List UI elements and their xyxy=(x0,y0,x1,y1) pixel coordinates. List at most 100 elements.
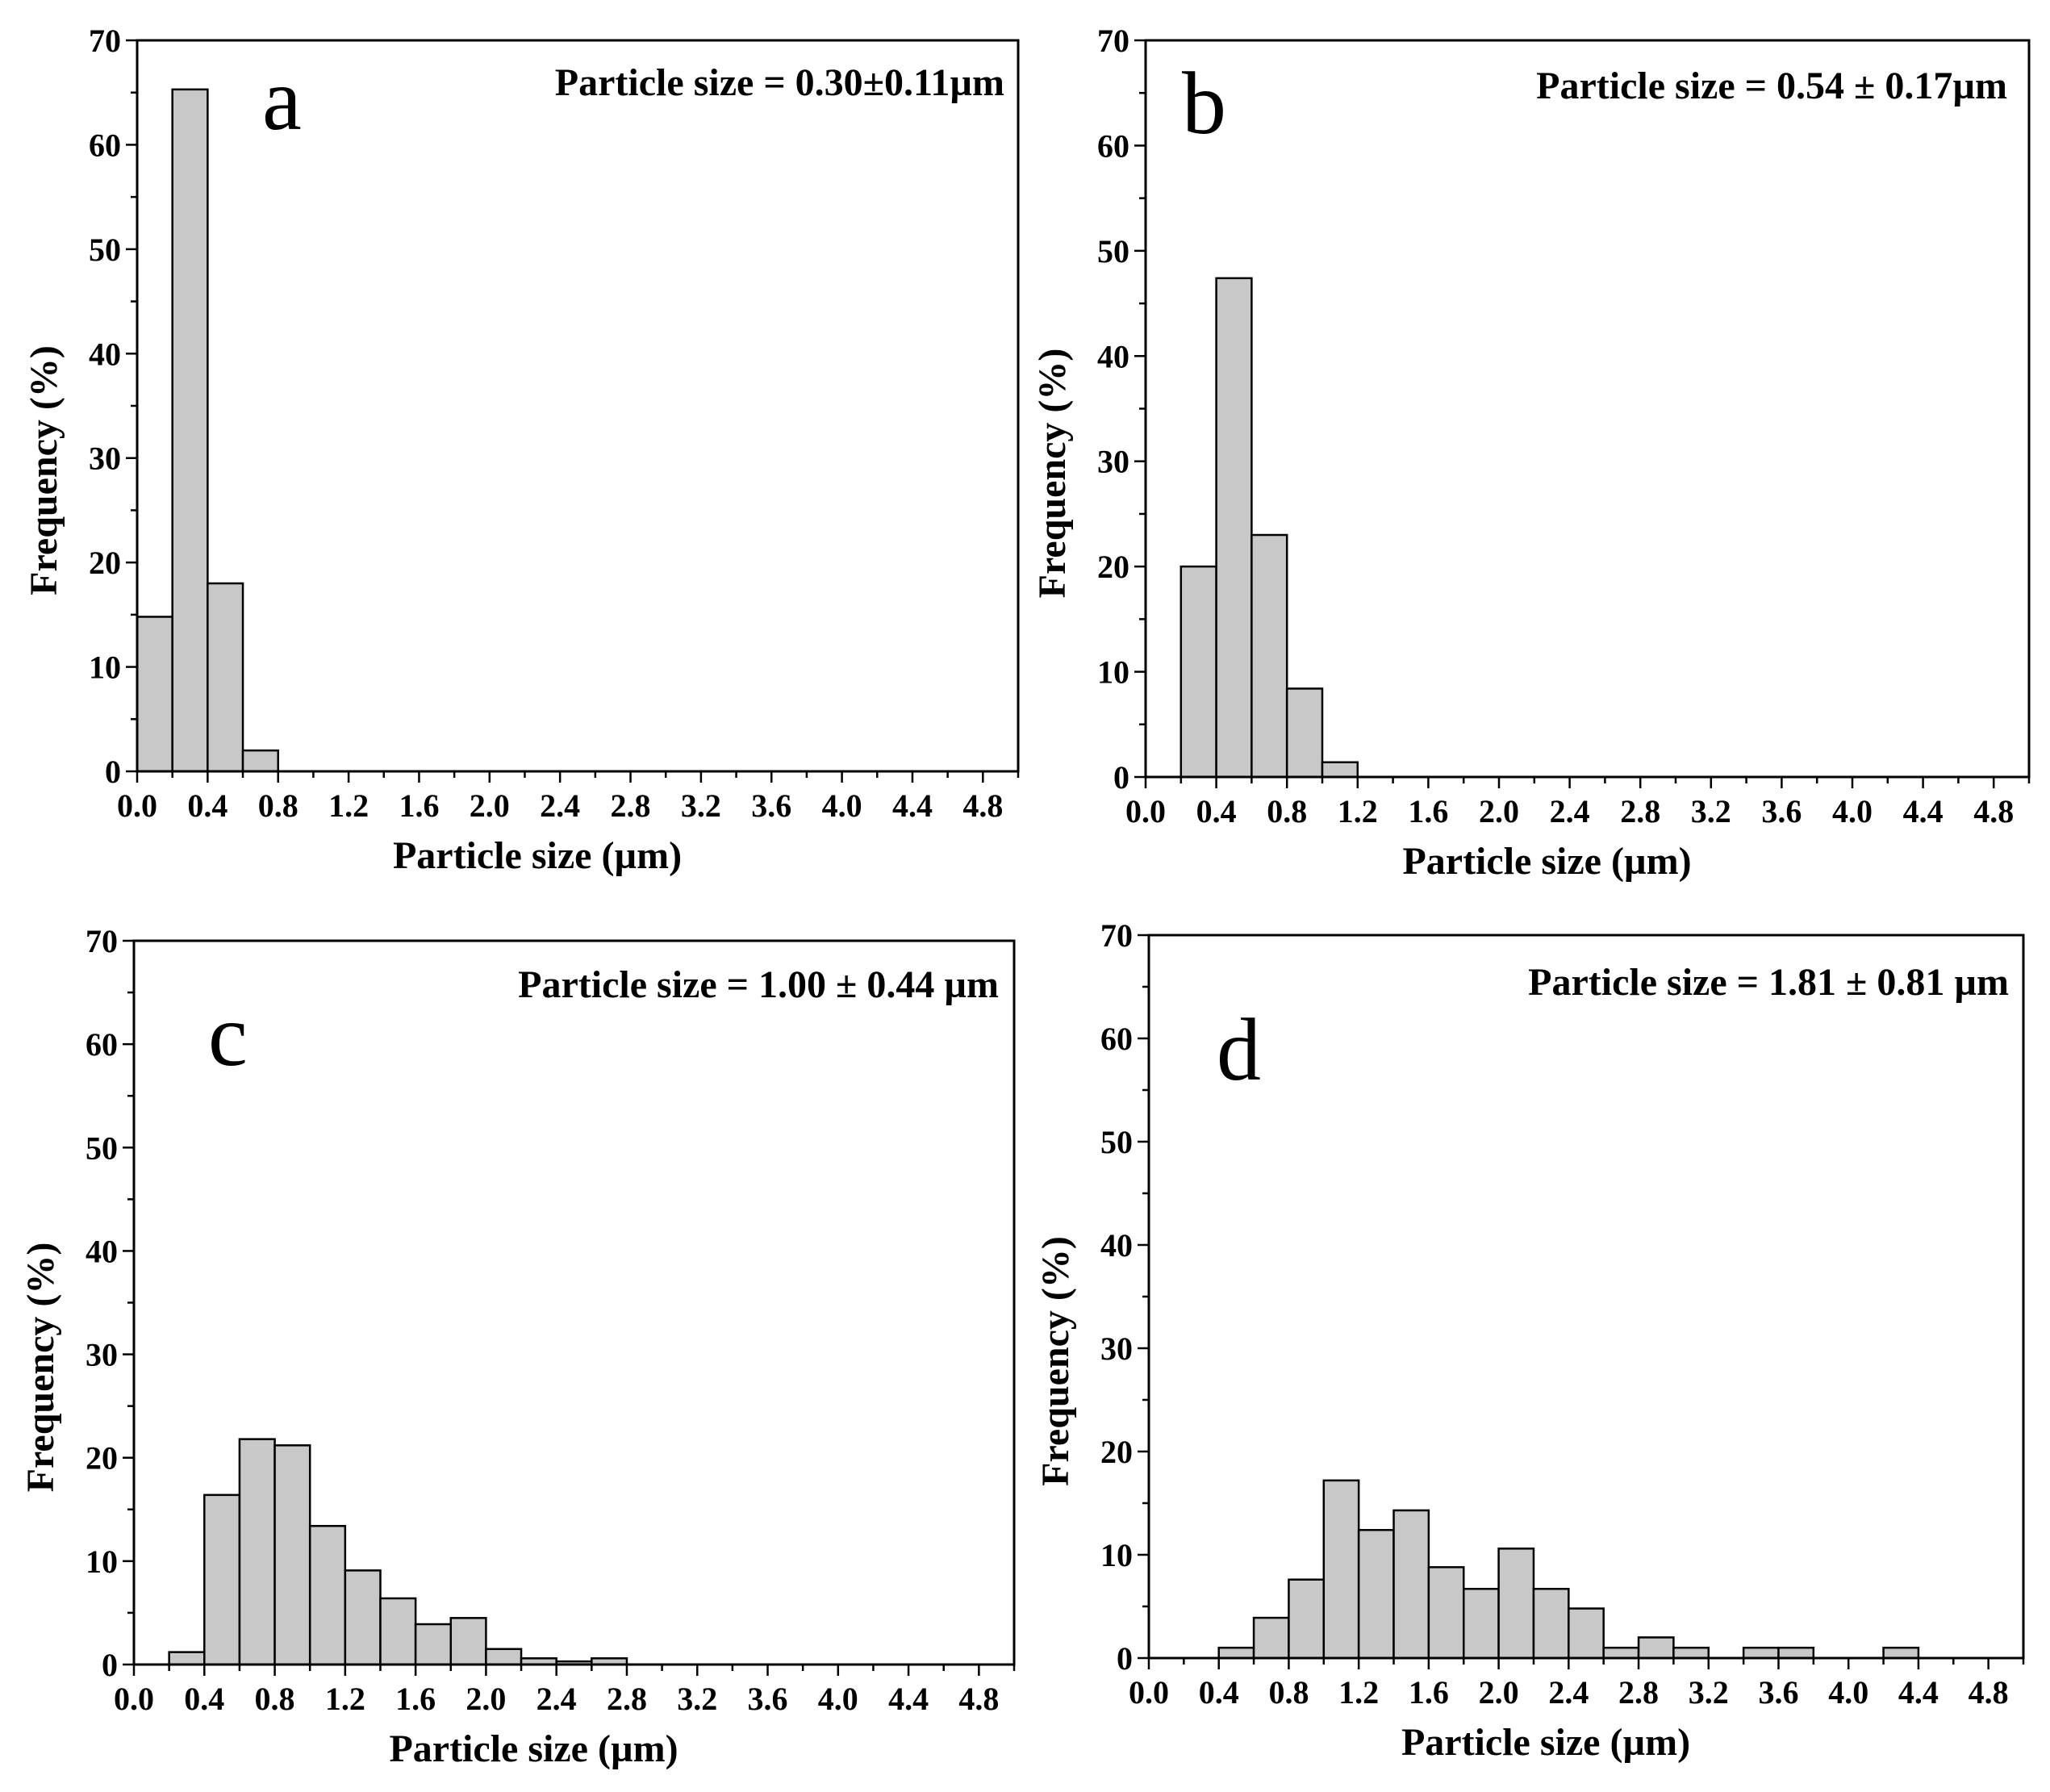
y-tick-label: 0 xyxy=(105,754,121,790)
y-tick-label: 20 xyxy=(1100,1434,1133,1470)
x-tick-label: 4.0 xyxy=(1832,793,1873,829)
x-tick-label: 2.8 xyxy=(607,1681,647,1717)
bar-d-16 xyxy=(1882,1646,1920,1660)
bar-d-13 xyxy=(1672,1646,1710,1660)
panel-letter: c xyxy=(208,986,248,1084)
x-tick-label: 4.0 xyxy=(818,1681,858,1717)
plot-frame xyxy=(1147,934,2025,1660)
y-tick-label: 50 xyxy=(86,1130,118,1166)
x-tick-label: 4.8 xyxy=(962,787,1003,824)
x-tick-label: 2.8 xyxy=(1618,1674,1659,1711)
x-tick-label: 0.4 xyxy=(187,787,228,824)
y-tick-label: 30 xyxy=(89,441,121,477)
y-tick-label: 60 xyxy=(86,1026,118,1063)
y-tick-label: 30 xyxy=(1097,444,1129,480)
y-tick-label: 40 xyxy=(89,336,121,372)
particle-size-annotation: Particle size = 1.81 ± 0.81 µm xyxy=(1528,961,2009,1004)
bar-d-8 xyxy=(1497,1548,1535,1660)
x-tick-label: 1.2 xyxy=(325,1681,365,1717)
bar-d-14 xyxy=(1742,1646,1780,1660)
y-axis-title: Frequency (%) xyxy=(1031,349,1074,599)
y-tick-label: 50 xyxy=(89,232,121,268)
x-tick-label: 4.8 xyxy=(958,1681,999,1717)
y-tick-label: 40 xyxy=(1097,338,1129,374)
bar-d-5 xyxy=(1392,1509,1430,1660)
x-tick-label: 1.6 xyxy=(1408,793,1448,829)
y-tick-label: 40 xyxy=(86,1233,118,1269)
panel-d: 0 10 20 30 40 50 60 70 0.0 0.4 0.8 1.2 1.6 2.0 2.4 2.8 3… xyxy=(1034,917,2025,1764)
bar-d-7 xyxy=(1462,1587,1500,1660)
x-tick-label: 4.4 xyxy=(1898,1674,1939,1711)
y-axis-title: Frequency (%) xyxy=(23,345,65,595)
bar-c-2 xyxy=(238,1438,276,1666)
bar-d-15 xyxy=(1777,1646,1815,1660)
x-tick-label: 0.0 xyxy=(1129,1674,1169,1711)
x-axis-title: Particle size (µm) xyxy=(393,834,682,877)
x-tick-label: 0.8 xyxy=(255,1681,295,1717)
particle-size-annotation: Particle size = 0.30±0.11µm xyxy=(555,61,1004,104)
x-tick-label: 4.4 xyxy=(892,787,933,824)
y-tick-label: 20 xyxy=(86,1440,118,1477)
x-tick-label: 2.4 xyxy=(537,1681,577,1717)
bar-c-9 xyxy=(485,1648,523,1666)
x-tick-label: 4.8 xyxy=(1969,1674,2009,1711)
x-tick-label: 3.2 xyxy=(1689,1674,1729,1711)
bar-a-2 xyxy=(207,582,244,773)
bar-a-0 xyxy=(136,616,173,773)
bar-d-3 xyxy=(1322,1479,1360,1660)
x-axis-title: Particle size (µm) xyxy=(1401,1721,1690,1764)
x-tick-label: 2.0 xyxy=(466,1681,506,1717)
x-tick-label: 0.0 xyxy=(1125,793,1166,829)
y-tick-label: 10 xyxy=(1097,654,1129,691)
y-tick-label: 10 xyxy=(1100,1537,1133,1573)
x-tick-label: 3.2 xyxy=(1691,793,1731,829)
y-axis-title: Frequency (%) xyxy=(19,1243,62,1493)
x-tick-label: 1.6 xyxy=(395,1681,436,1717)
bar-a-3 xyxy=(241,749,279,773)
x-tick-label: 2.0 xyxy=(470,787,510,824)
y-tick-label: 70 xyxy=(1097,23,1129,59)
bar-b-2 xyxy=(1250,533,1288,779)
panel-letter: a xyxy=(262,50,302,148)
x-tick-label: 0.4 xyxy=(184,1681,224,1717)
y-tick-label: 20 xyxy=(1097,549,1129,585)
x-tick-label: 2.4 xyxy=(540,787,580,824)
x-tick-label: 0.8 xyxy=(1267,793,1307,829)
x-tick-label: 4.0 xyxy=(822,787,862,824)
y-tick-label: 10 xyxy=(86,1543,118,1580)
y-tick-label: 30 xyxy=(1100,1330,1133,1367)
bar-d-9 xyxy=(1532,1587,1570,1660)
bar-d-12 xyxy=(1637,1636,1675,1660)
panel-c: 0 10 20 30 40 50 60 70 0.0 0.4 0.8 1.2 1.6 2.0 2.4 2.8 3… xyxy=(19,923,1016,1770)
x-tick-label: 0.4 xyxy=(1196,793,1237,829)
bar-d-10 xyxy=(1568,1607,1605,1660)
x-axis-title: Particle size (µm) xyxy=(389,1727,678,1770)
bar-d-6 xyxy=(1427,1566,1465,1660)
bar-b-1 xyxy=(1215,277,1253,779)
bar-c-4 xyxy=(308,1525,347,1666)
bar-c-0 xyxy=(168,1651,206,1666)
panel-letter: d xyxy=(1217,1000,1261,1099)
panel-letter: b xyxy=(1182,54,1226,152)
y-tick-label: 20 xyxy=(89,545,121,581)
bar-d-1 xyxy=(1252,1616,1290,1660)
x-tick-label: 4.4 xyxy=(888,1681,929,1717)
x-tick-label: 2.8 xyxy=(611,787,651,824)
panel-b: 0 10 20 30 40 50 60 70 0.0 0.4 0.8 1.2 1.6 2.0 2.4 2.8 3… xyxy=(1031,23,2031,883)
bar-d-4 xyxy=(1357,1529,1395,1660)
y-axis-title: Frequency (%) xyxy=(1034,1236,1077,1486)
x-tick-label: 1.6 xyxy=(1409,1674,1449,1711)
y-tick-label: 50 xyxy=(1100,1124,1133,1160)
y-tick-label: 60 xyxy=(89,127,121,163)
x-tick-label: 1.2 xyxy=(1338,793,1378,829)
x-tick-label: 3.2 xyxy=(681,787,721,824)
x-tick-label: 2.8 xyxy=(1620,793,1660,829)
y-tick-label: 10 xyxy=(89,650,121,686)
y-tick-label: 30 xyxy=(86,1337,118,1373)
x-tick-label: 2.4 xyxy=(1550,793,1590,829)
bar-c-5 xyxy=(344,1569,382,1666)
x-tick-label: 3.6 xyxy=(751,787,791,824)
bar-a-1 xyxy=(171,88,209,773)
y-tick-label: 70 xyxy=(1100,917,1133,954)
x-tick-label: 3.2 xyxy=(677,1681,717,1717)
